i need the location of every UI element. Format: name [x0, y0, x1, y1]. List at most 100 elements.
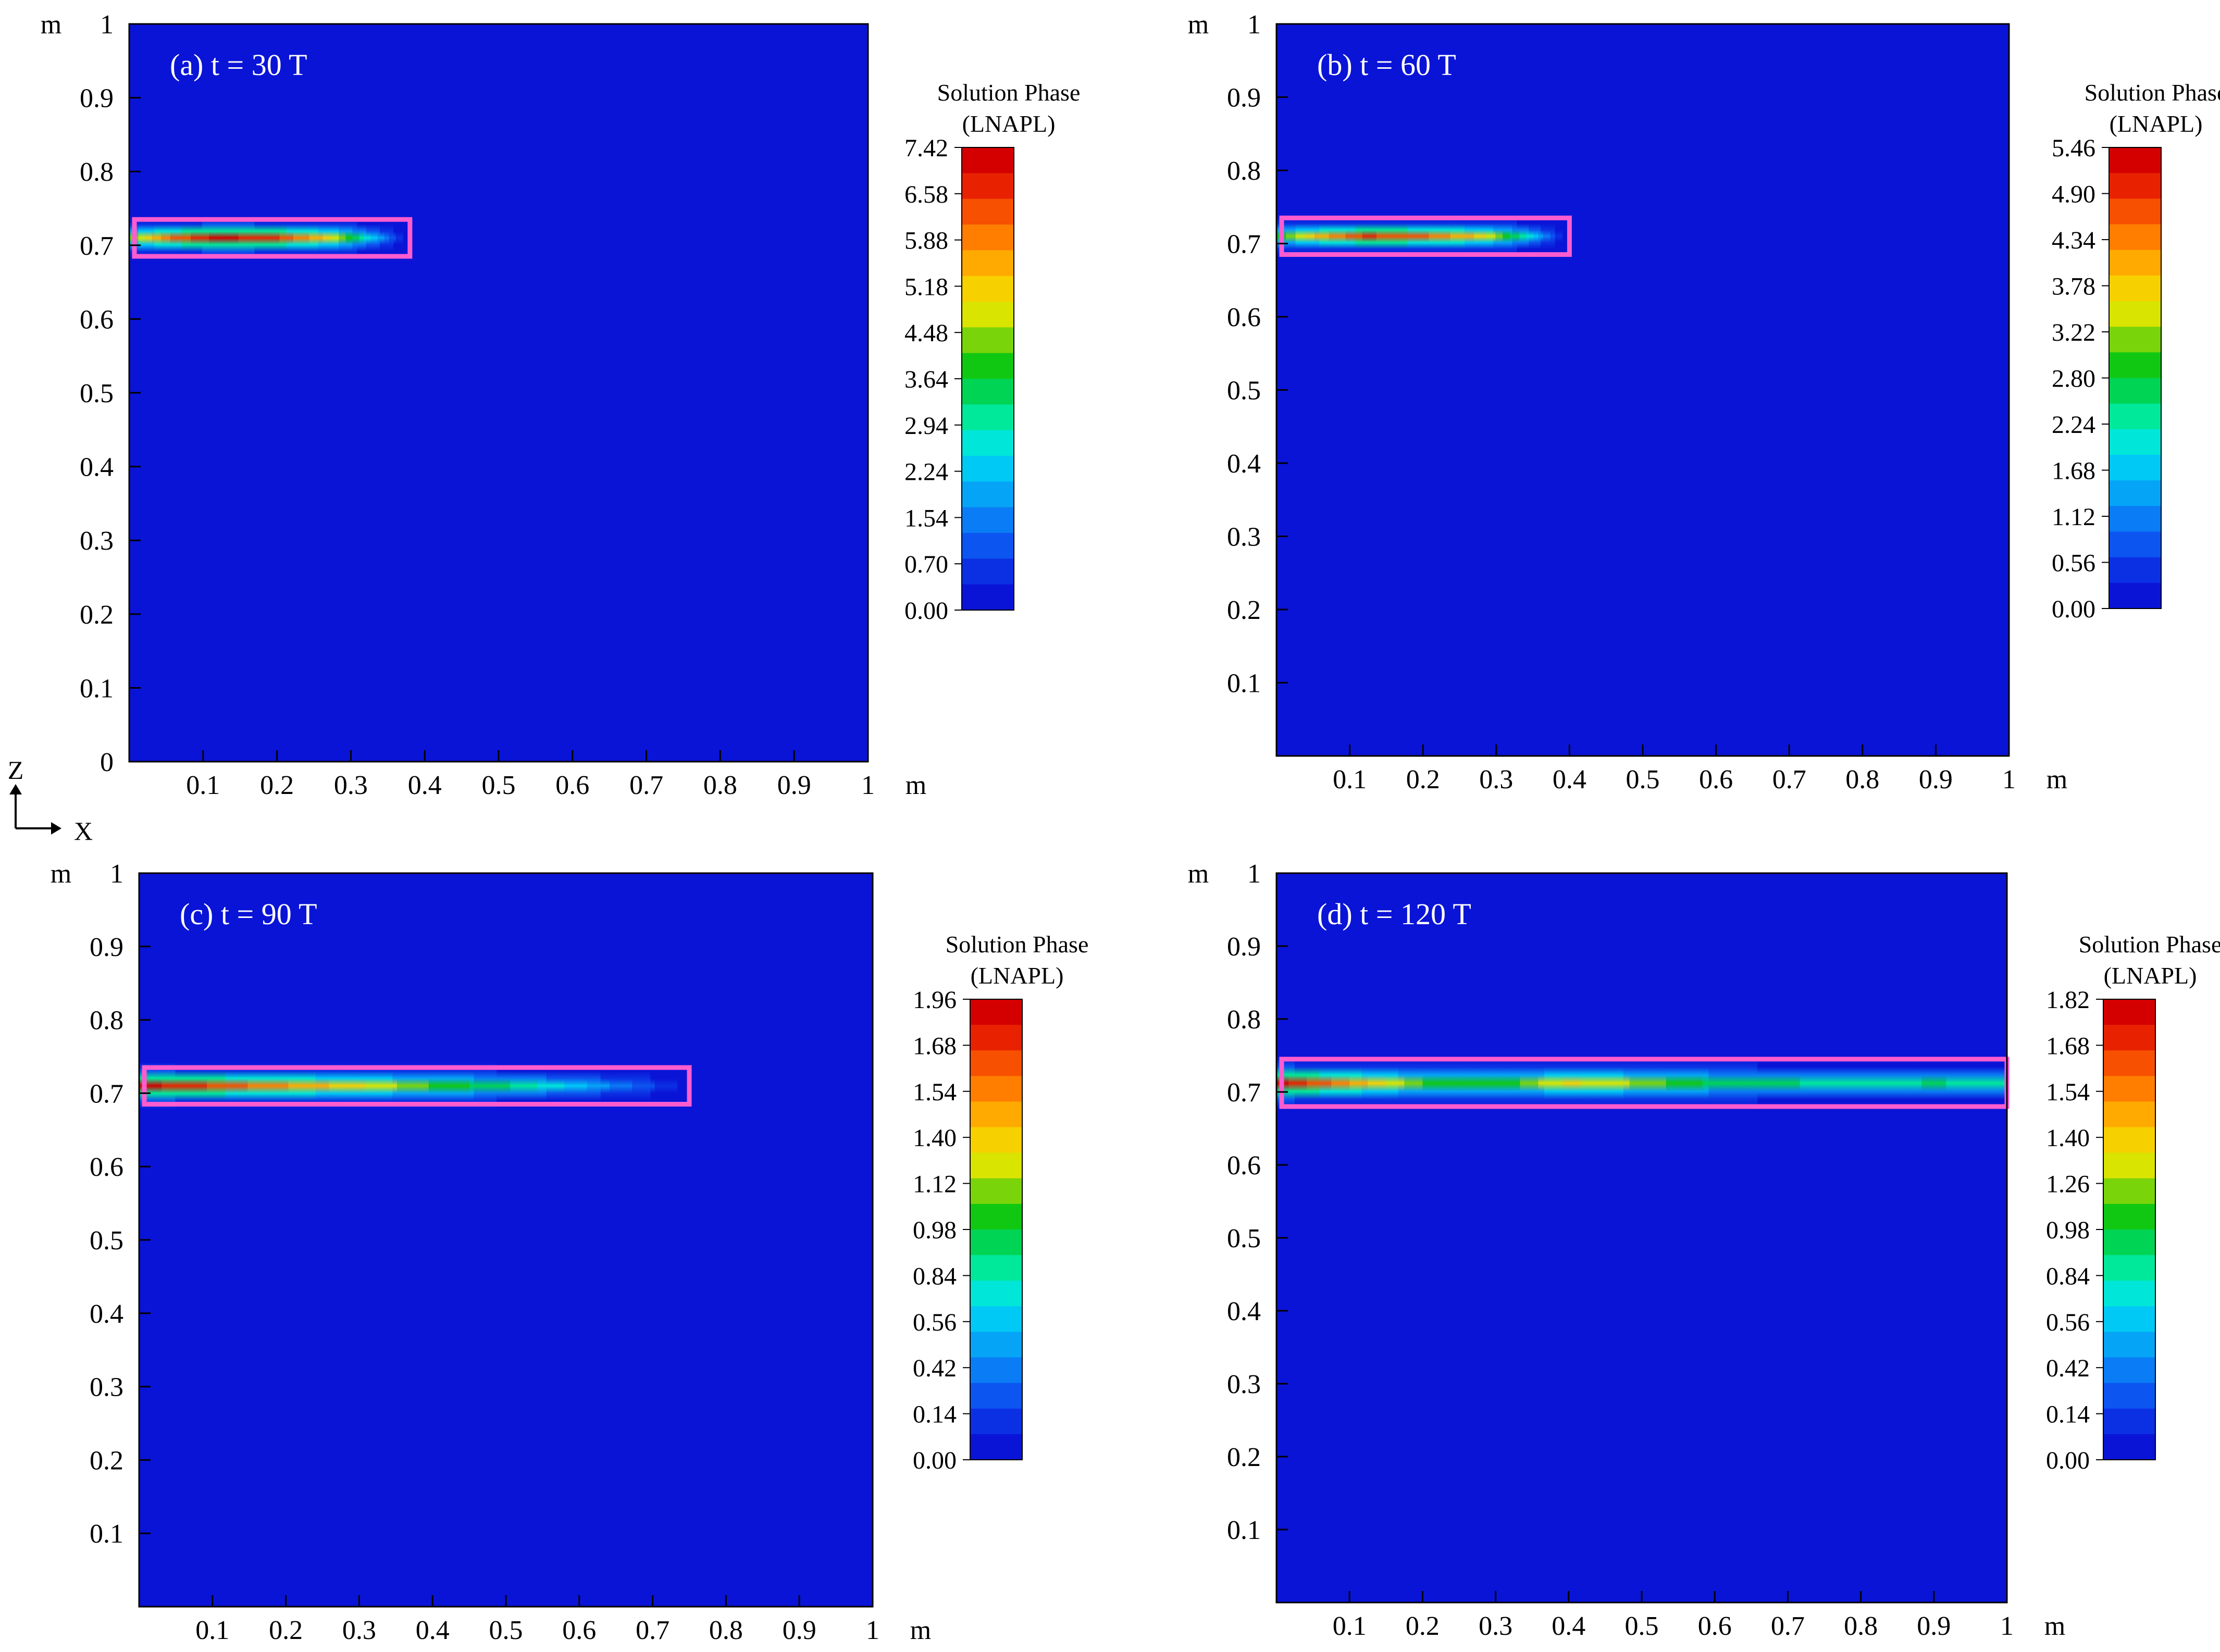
plume-column — [1307, 1057, 1314, 1109]
x-tick-label: 0.2 — [1406, 765, 1440, 794]
plume-column — [297, 1062, 303, 1110]
colorbar-tick-label: 0.00 — [2046, 1447, 2090, 1474]
plume-column — [487, 1062, 493, 1110]
plume-column — [1317, 216, 1320, 256]
colorbar-band — [962, 533, 1014, 559]
plume-column — [1520, 1057, 1527, 1109]
plume-column — [279, 216, 282, 259]
plume-column — [469, 1062, 475, 1110]
plume-column — [1861, 1057, 1868, 1109]
plume-column — [209, 216, 212, 259]
plume-column — [357, 216, 360, 259]
plume-column — [1553, 216, 1556, 256]
y-axis-ticks: 0.1 0.2 0.3 0.4 0.5 0.6 0.7 0.8 0.9 1 — [1227, 859, 1288, 1545]
plume-column — [654, 1062, 660, 1110]
plume-column — [646, 1062, 651, 1110]
plume-column — [186, 216, 189, 259]
plume-column — [289, 216, 292, 259]
plume-column — [211, 1062, 217, 1110]
plume-column — [1514, 1057, 1521, 1109]
plume-column — [1654, 1057, 1661, 1109]
plume-column — [1350, 216, 1354, 256]
colorbar-ticks: 5.46 4.90 4.34 3.78 3.22 2.80 2.24 1.68 1.12 0.56… — [2052, 134, 2109, 623]
plume-column — [1854, 1057, 1862, 1109]
coordinate-axes-icon: Z X — [8, 755, 93, 846]
colorbar-band — [2109, 506, 2161, 532]
plume-column — [1715, 1057, 1721, 1109]
plume-column — [293, 1062, 298, 1110]
plume-column — [1333, 216, 1337, 256]
plume-column — [1462, 216, 1465, 256]
plume-column — [293, 216, 296, 259]
colorbar-band — [2103, 1178, 2155, 1204]
plume-column — [277, 216, 280, 259]
plume-column — [195, 216, 199, 259]
plume-column — [352, 1062, 357, 1110]
plume-column — [1359, 216, 1363, 256]
plume-column — [398, 216, 401, 259]
plume-column — [229, 1062, 235, 1110]
plume-column — [288, 1062, 294, 1110]
y-tick-label: 1 — [1247, 859, 1261, 889]
plume-column — [541, 1062, 547, 1110]
plume-column — [1642, 1057, 1648, 1109]
plume-column — [1623, 1057, 1630, 1109]
plume-column — [1720, 1057, 1728, 1109]
plume-column — [325, 216, 328, 259]
x-tick-label: 0.2 — [1406, 1611, 1440, 1641]
colorbar-band — [962, 584, 1014, 611]
plume-column — [1386, 216, 1389, 256]
plume-column — [177, 216, 180, 259]
colorbar-tick-label: 1.12 — [913, 1171, 957, 1198]
plot-area — [1276, 873, 2007, 1603]
plume-column — [168, 216, 171, 259]
colorbar-band — [962, 147, 1014, 173]
plume-column — [1298, 216, 1301, 256]
x-axis-letter: X — [74, 816, 93, 846]
colorbar-band — [2109, 275, 2161, 302]
colorbar-band — [970, 1152, 1022, 1179]
colorbar-band — [962, 430, 1014, 456]
plume-column — [148, 1062, 154, 1110]
plume-column — [354, 216, 358, 259]
plume-column — [348, 216, 351, 259]
plume-column — [1678, 1057, 1685, 1109]
z-axis-letter: Z — [8, 755, 24, 785]
plume-column — [332, 216, 335, 259]
plume-column — [379, 1062, 384, 1110]
plume-column — [1489, 1057, 1496, 1109]
y-tick-label: 0.7 — [1227, 1078, 1261, 1108]
y-tick-label: 0.9 — [90, 933, 123, 962]
plume-column — [222, 216, 226, 259]
plume-column — [364, 216, 367, 259]
plume-column — [161, 216, 164, 259]
plume-column — [1524, 216, 1527, 256]
plume-column — [424, 1062, 429, 1110]
plume-column — [318, 216, 321, 259]
plume-column — [302, 1062, 307, 1110]
plume-column — [650, 1062, 655, 1110]
plume-column — [1891, 1057, 1898, 1109]
plume-column — [1283, 216, 1287, 256]
plume-column — [309, 216, 312, 259]
colorbar-band — [970, 1050, 1022, 1076]
plume-column — [1469, 216, 1472, 256]
plume-column — [374, 1062, 380, 1110]
plume-column — [1617, 1057, 1624, 1109]
colorbar — [970, 999, 1023, 1460]
plume-column — [551, 1062, 556, 1110]
plume-column — [501, 1062, 506, 1110]
colorbar-band — [2109, 301, 2161, 327]
plume-column — [1879, 1057, 1886, 1109]
x-tick-label: 0.1 — [1333, 1611, 1367, 1641]
plume-column — [202, 216, 205, 259]
x-tick-label: 0.8 — [1844, 1611, 1878, 1641]
y-tick-label: 0.3 — [90, 1373, 123, 1402]
colorbar-tick-label: 3.78 — [2052, 273, 2095, 301]
colorbar-tick-label: 0.42 — [2046, 1355, 2090, 1382]
plume-column — [1337, 1057, 1344, 1109]
y-tick-label: 0.5 — [1227, 1224, 1261, 1253]
plume-column — [286, 216, 290, 259]
plume-column — [254, 216, 257, 259]
y-tick-label: 0.9 — [1227, 83, 1261, 113]
